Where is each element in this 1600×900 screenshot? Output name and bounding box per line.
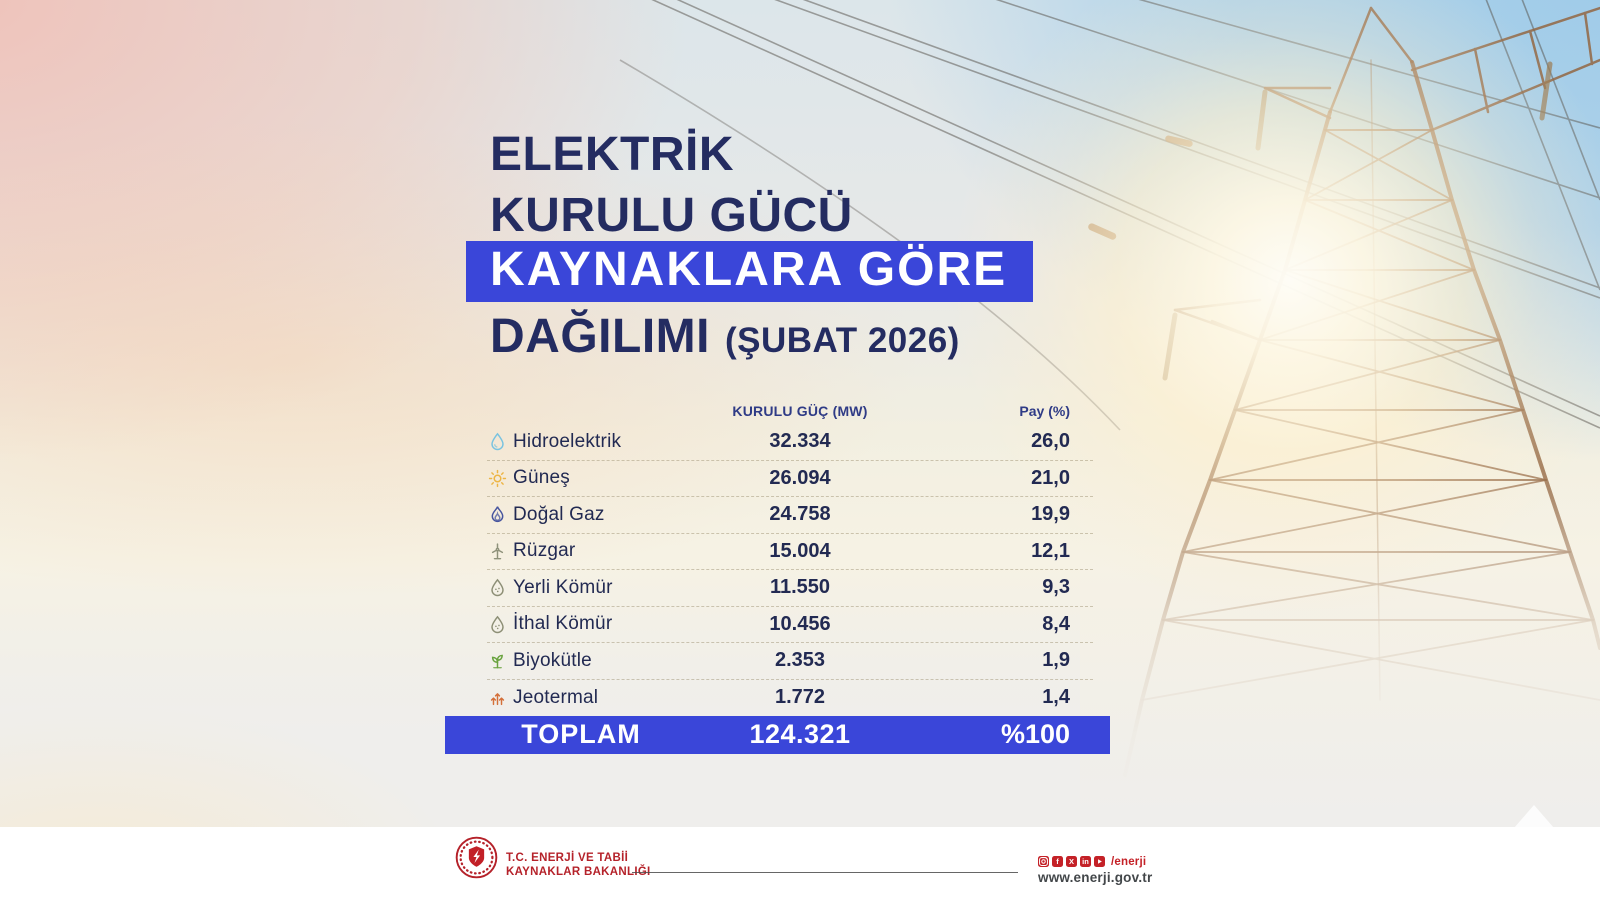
share-value: 21,0	[1031, 466, 1070, 489]
title-line-4: DAĞILIMI (ŞUBAT 2026)	[490, 313, 960, 361]
title-line-3-highlighted: KAYNAKLARA GÖRE	[466, 241, 1034, 302]
share-value: 12,1	[1031, 539, 1070, 562]
column-header-share: Pay (%)	[1019, 403, 1070, 419]
share-value: 1,9	[1042, 649, 1070, 672]
capacity-value: 24.758	[769, 503, 831, 526]
title-period: (ŞUBAT 2026)	[724, 321, 960, 360]
table-rows: Hidroelektrik 32.334 26,0 Güneş 26.094 21,0 Do…	[445, 424, 1110, 716]
table-row: Güneş 26.094 21,0	[487, 461, 1093, 497]
total-capacity-value: 124.321	[749, 718, 851, 749]
source-label: Doğal Gaz	[513, 503, 605, 525]
social-handle: /enerji	[1111, 855, 1147, 868]
table-row: Biyokütle 2.353 1,9	[487, 643, 1093, 680]
ministry-name: T.C. ENERJİ VE TABİİ KAYNAKLAR BAKANLIĞI	[506, 852, 651, 879]
flame-icon	[487, 505, 507, 525]
table-row: İthal Kömür 10.456 8,4	[487, 607, 1093, 643]
footer-peak-decoration	[1514, 805, 1554, 828]
linkedin-icon: in	[1080, 856, 1091, 867]
source-label: İthal Kömür	[513, 613, 613, 635]
source-label: Jeotermal	[513, 686, 599, 708]
ministry-logo	[455, 836, 498, 879]
share-value: 26,0	[1031, 430, 1070, 453]
youtube-icon	[1094, 856, 1105, 867]
capacity-value: 26.094	[769, 466, 831, 489]
footer-divider-line	[632, 872, 1018, 873]
instagram-icon	[1038, 856, 1049, 867]
share-value: 1,4	[1042, 686, 1070, 709]
title-line-4-main: DAĞILIMI	[490, 310, 710, 363]
table-row: Hidroelektrik 32.334 26,0	[487, 424, 1093, 461]
capacity-value: 15.004	[769, 539, 831, 562]
x-icon: X	[1066, 856, 1077, 867]
source-label: Güneş	[513, 467, 570, 489]
capacity-table: KURULU GÜÇ (MW) Pay (%) Hidroelektrik 32.…	[445, 398, 1110, 754]
footer-bar: T.C. ENERJİ VE TABİİ KAYNAKLAR BAKANLIĞI…	[0, 827, 1600, 900]
table-row: Doğal Gaz 24.758 19,9	[487, 497, 1093, 534]
total-share-value: %100	[1000, 718, 1070, 749]
table-row: Rüzgar 15.004 12,1	[487, 534, 1093, 570]
website-url: www.enerji.gov.tr	[1038, 870, 1153, 885]
water-drop-icon	[487, 432, 507, 452]
source-label: Rüzgar	[513, 540, 576, 562]
ministry-name-line-2: KAYNAKLAR BAKANLIĞI	[506, 865, 651, 878]
facebook-icon: f	[1052, 856, 1063, 867]
table-row: Jeotermal 1.772 1,4	[487, 680, 1093, 717]
share-value: 19,9	[1031, 503, 1070, 526]
source-label: Biyokütle	[513, 649, 592, 671]
biomass-plant-icon	[487, 651, 507, 671]
capacity-value: 32.334	[769, 430, 831, 453]
coal-icon	[487, 578, 507, 598]
ministry-name-line-1: T.C. ENERJİ VE TABİİ	[506, 852, 629, 864]
capacity-value: 11.550	[769, 576, 831, 599]
wind-turbine-icon	[487, 541, 507, 561]
source-label: Hidroelektrik	[513, 430, 622, 452]
share-value: 8,4	[1042, 612, 1070, 635]
total-row: TOPLAM 124.321 %100	[445, 716, 1110, 754]
capacity-value: 2.353	[774, 649, 826, 672]
table-row: Yerli Kömür 11.550 9,3	[487, 570, 1093, 607]
capacity-value: 1.772	[774, 686, 826, 709]
sun-icon	[487, 468, 507, 488]
source-label: Yerli Kömür	[513, 576, 613, 598]
transmission-tower-image	[1080, 6, 1600, 820]
table-header: KURULU GÜÇ (MW) Pay (%)	[445, 398, 1110, 424]
geothermal-icon	[487, 688, 507, 708]
share-value: 9,3	[1042, 576, 1070, 599]
total-label: TOPLAM	[521, 718, 641, 749]
column-header-capacity: KURULU GÜÇ (MW)	[732, 403, 868, 419]
capacity-value: 10.456	[769, 612, 831, 635]
title-line-1: ELEKTRİK	[490, 128, 734, 181]
coal-icon	[487, 614, 507, 634]
title-line-2: KURULU GÜCÜ	[490, 189, 853, 242]
